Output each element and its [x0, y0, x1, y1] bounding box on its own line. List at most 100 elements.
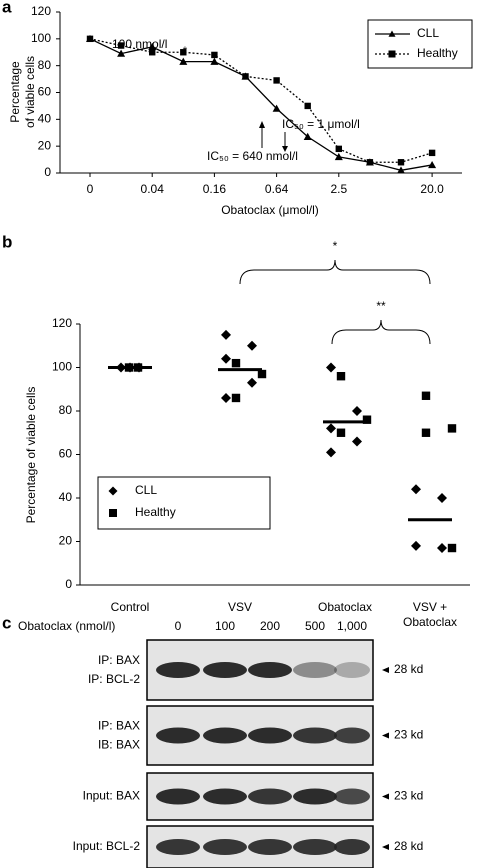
size-label: 28 kd: [394, 839, 423, 853]
data-point: [352, 436, 362, 447]
band: [156, 727, 200, 744]
data-point: [117, 42, 125, 49]
data-point: [335, 145, 342, 153]
legend-label: Healthy: [417, 46, 458, 60]
treatment-label: Obatoclax (nmol/l): [18, 619, 115, 633]
y-tick-label: 80: [38, 58, 52, 72]
data-point: [210, 57, 219, 65]
panel-label: c: [2, 613, 11, 632]
row-label: Input: BCL-2: [73, 839, 141, 853]
band: [293, 727, 337, 744]
band: [203, 839, 247, 855]
data-point: [149, 49, 156, 56]
data-point: [366, 159, 374, 166]
y-tick-label: 120: [52, 316, 72, 330]
data-point: [116, 362, 126, 373]
size-label: 23 kd: [394, 728, 423, 742]
size-label: 28 kd: [394, 662, 423, 676]
data-point: [179, 57, 188, 65]
arrowhead: [282, 146, 288, 152]
data-point: [411, 540, 421, 551]
annotation: **: [376, 299, 386, 313]
data-point: [352, 406, 362, 416]
data-point: [326, 447, 336, 458]
x-tick-label: 2.5: [330, 182, 347, 196]
band: [334, 839, 370, 855]
legend-label: Healthy: [135, 505, 176, 519]
row-label: IP: BAX: [98, 653, 140, 667]
data-point: [86, 35, 94, 43]
data-point: [336, 428, 346, 437]
band: [203, 662, 247, 678]
data-point: [326, 362, 336, 373]
size-arrow: [382, 844, 389, 850]
data-point: [336, 372, 346, 381]
legend-label: CLL: [135, 483, 157, 497]
band: [293, 788, 337, 805]
y-tick-label: 100: [52, 360, 72, 374]
data-point: [180, 49, 187, 56]
row-label: IB: BAX: [98, 738, 140, 752]
y-tick-label: 60: [59, 447, 73, 461]
legend-box: [367, 19, 473, 69]
x-tick-label: VSV: [227, 600, 252, 614]
legend-label: CLL: [417, 26, 439, 40]
y-tick-label: 20: [38, 138, 52, 152]
data-point: [428, 160, 437, 169]
band: [203, 788, 247, 805]
y-tick-label: 20: [59, 534, 73, 548]
lane-label: 0: [175, 619, 182, 633]
x-tick-label: 0: [87, 182, 94, 196]
band: [334, 662, 370, 678]
data-point: [247, 340, 257, 351]
bracket: [331, 319, 431, 345]
band: [156, 788, 200, 805]
data-point: [148, 42, 157, 51]
x-tick-label: 20.0: [420, 182, 444, 196]
data-point: [273, 77, 280, 84]
annotation: IC₅₀ = 640 nmol/l: [207, 149, 298, 163]
lane-label: 200: [260, 619, 280, 633]
data-point: [221, 392, 231, 403]
annotation: *: [183, 44, 188, 58]
band: [293, 662, 337, 678]
arrowhead: [259, 121, 265, 128]
band: [334, 788, 370, 805]
data-point: [397, 159, 405, 166]
y-tick-label: 80: [59, 403, 73, 417]
data-point: [362, 415, 372, 424]
data-point: [133, 363, 143, 372]
series-line: [89, 38, 433, 171]
legend-box: [97, 476, 271, 530]
data-point: [428, 149, 436, 157]
lane-label: 100: [215, 619, 235, 633]
data-point: [117, 49, 126, 57]
legend-marker: [388, 30, 396, 37]
y-tick-label: 40: [59, 490, 73, 504]
data-point: [447, 543, 457, 553]
band: [248, 839, 292, 855]
y-tick-label: 0: [65, 577, 72, 591]
data-point: [437, 543, 447, 554]
legend-marker: [109, 509, 117, 517]
band: [203, 727, 247, 744]
annotation: IC₅₀ = 1 μmol/l: [282, 117, 360, 131]
data-point: [231, 358, 241, 368]
band: [248, 727, 292, 744]
x-tick-label: Obatoclax: [317, 600, 373, 614]
y-axis-label: of viable cells: [23, 56, 37, 128]
band: [156, 839, 200, 855]
data-point: [447, 424, 457, 433]
data-point: [421, 428, 431, 437]
data-point: [221, 329, 231, 340]
size-arrow: [382, 732, 389, 739]
x-tick-label: Control: [110, 600, 150, 614]
data-point: [272, 104, 281, 112]
data-point: [242, 73, 249, 80]
lane-label: 500: [305, 619, 325, 633]
size-label: 23 kd: [394, 789, 423, 803]
data-point: [257, 369, 267, 379]
x-tick-label: VSV + Obatoclax: [402, 600, 458, 629]
